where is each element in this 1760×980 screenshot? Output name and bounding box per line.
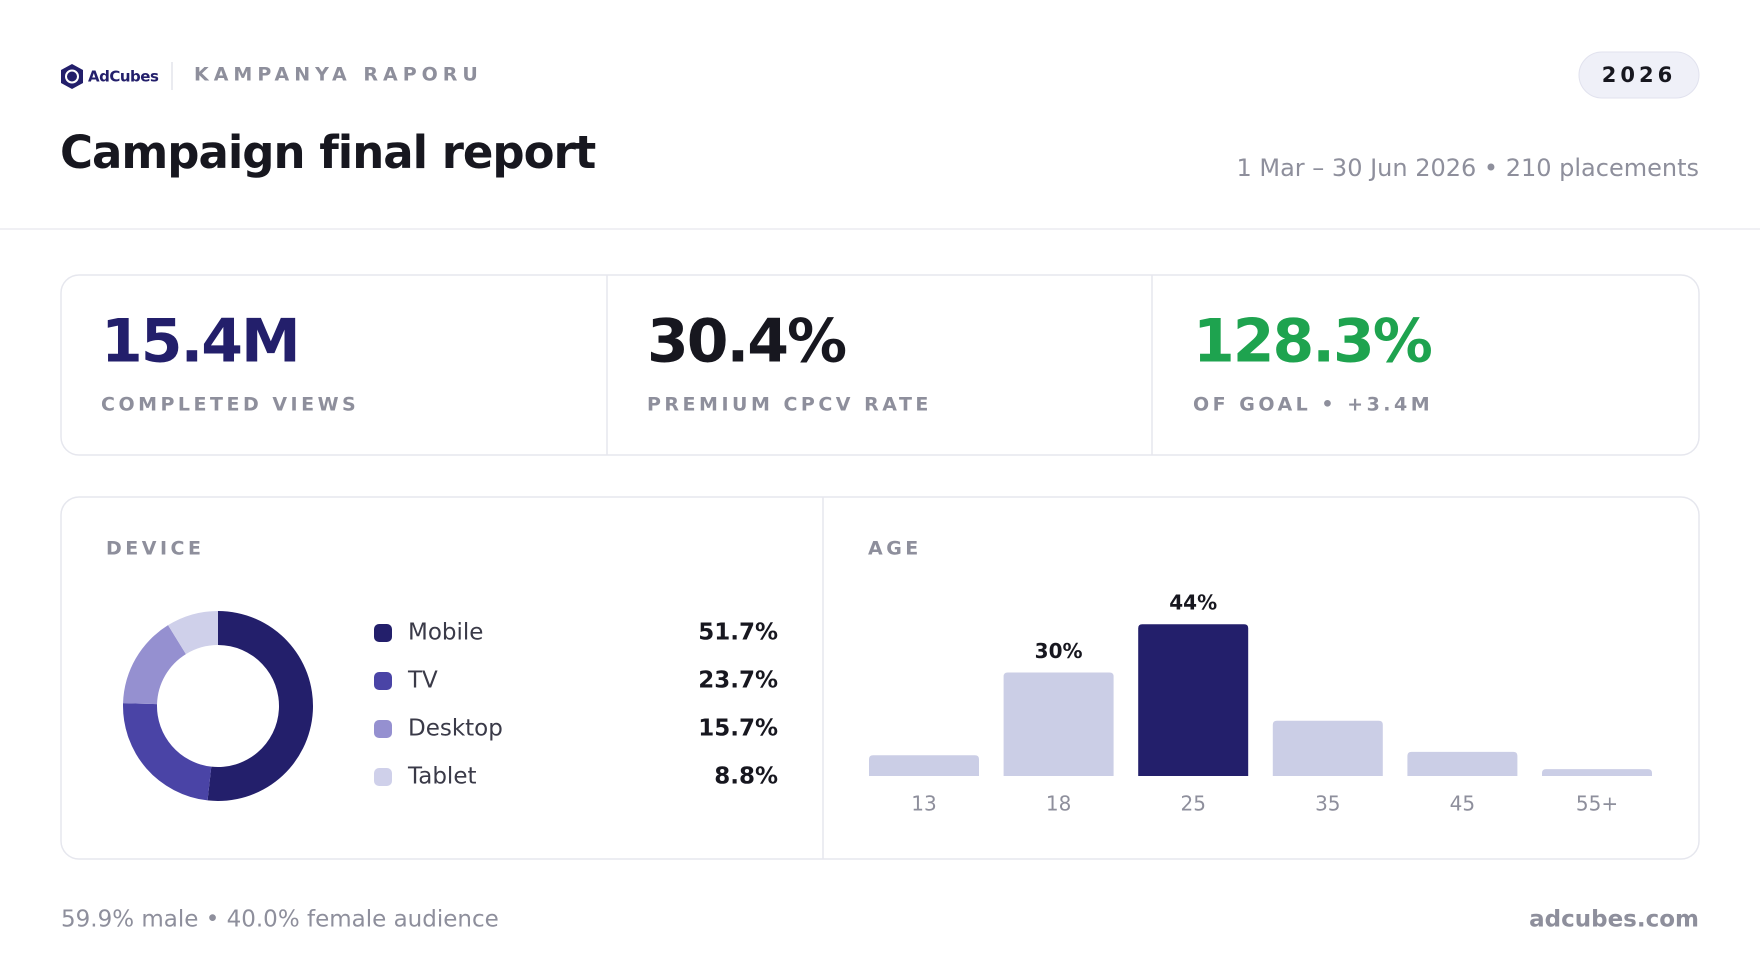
legend-label: TV: [407, 668, 438, 694]
bar: [1138, 624, 1249, 776]
year-pill: [1578, 51, 1700, 99]
legend-swatch: [374, 768, 392, 786]
footer-left: 59.9% male • 40.0% female audience: [61, 907, 499, 933]
legend-swatch: [374, 672, 392, 690]
x-tick-label: 35: [1315, 792, 1340, 816]
bar: [1272, 720, 1383, 776]
donut-slice: [207, 611, 313, 801]
legend-label: Desktop: [408, 716, 503, 742]
legend-value: 51.7%: [698, 620, 778, 646]
age-title: AGE: [868, 538, 922, 560]
kpi-value: 30.4%: [647, 307, 846, 377]
donut-slice: [123, 703, 212, 801]
kpi-value: 15.4M: [101, 307, 299, 377]
title: Campaign final report: [60, 126, 596, 179]
x-tick-label: 13: [911, 792, 936, 816]
x-tick-label: 45: [1450, 792, 1475, 816]
charts: Mobile 51.7% TV 23.7% Desktop 15.7% Tablet 8.8%…: [123, 591, 1652, 816]
legend-value: 8.8%: [714, 764, 778, 790]
logo: [61, 64, 83, 89]
kpi-label: PREMIUM CPCV RATE: [647, 394, 932, 416]
legend-value: 23.7%: [698, 668, 778, 694]
footer-right: adcubes.com: [1529, 907, 1699, 933]
kpi-value: 128.3%: [1193, 307, 1432, 377]
x-tick-label: 55+: [1576, 792, 1618, 816]
legend-label: Mobile: [408, 620, 483, 646]
x-tick-label: 18: [1046, 792, 1071, 816]
legend-swatch: [374, 720, 392, 738]
legend-value: 15.7%: [698, 716, 778, 742]
donut-slice: [168, 611, 218, 655]
x-tick-label: 25: [1180, 792, 1205, 816]
legend-label: Tablet: [407, 764, 477, 790]
kpi-card: [60, 274, 1700, 456]
bar: [1542, 769, 1652, 776]
brand: AdCubes: [88, 68, 159, 86]
bar: [1003, 672, 1114, 776]
kpi-label: OF GOAL • +3.4M: [1193, 394, 1433, 416]
bar-label: 30%: [1035, 639, 1083, 663]
bar-label: 44%: [1169, 591, 1217, 615]
section-label: KAMPANYA RAPORU: [194, 64, 483, 86]
donut-slice: [123, 625, 186, 705]
kpis: 15.4M COMPLETED VIEWS 30.4% PREMIUM CPCV RA…: [101, 307, 1434, 416]
device-title: DEVICE: [106, 538, 204, 560]
year: 2026: [1602, 63, 1676, 87]
bar: [1407, 751, 1518, 776]
meta: 1 Mar – 30 Jun 2026 • 210 placements: [1236, 154, 1699, 182]
legend-swatch: [374, 624, 392, 642]
bar: [869, 755, 979, 776]
kpi-label: COMPLETED VIEWS: [101, 394, 359, 416]
